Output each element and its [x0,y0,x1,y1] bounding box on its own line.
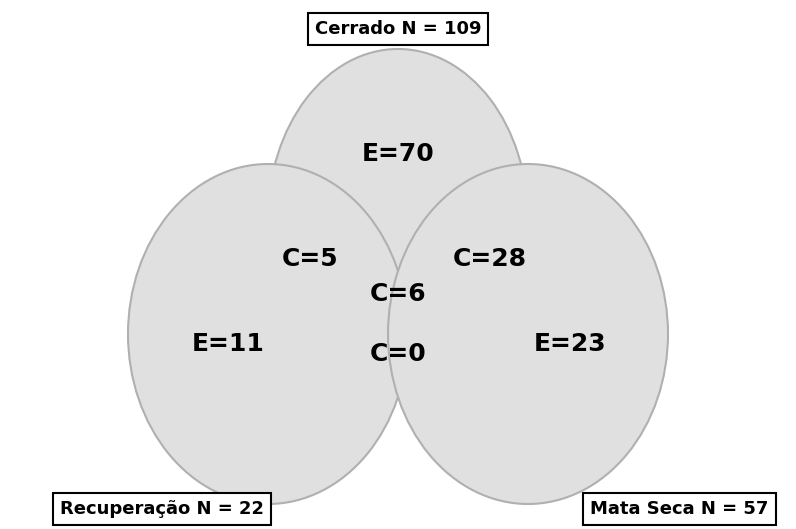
Text: E=11: E=11 [192,332,264,356]
Ellipse shape [388,164,668,504]
Ellipse shape [128,164,408,504]
Text: Cerrado N = 109: Cerrado N = 109 [314,20,482,38]
Text: E=23: E=23 [533,332,607,356]
Text: C=5: C=5 [282,247,338,271]
Text: E=70: E=70 [361,142,435,166]
Text: Mata Seca N = 57: Mata Seca N = 57 [590,500,768,518]
Text: C=28: C=28 [453,247,527,271]
Ellipse shape [268,49,528,389]
Text: C=0: C=0 [369,342,427,366]
Text: C=6: C=6 [369,282,427,306]
Text: Recuperação N = 22: Recuperação N = 22 [60,500,264,518]
